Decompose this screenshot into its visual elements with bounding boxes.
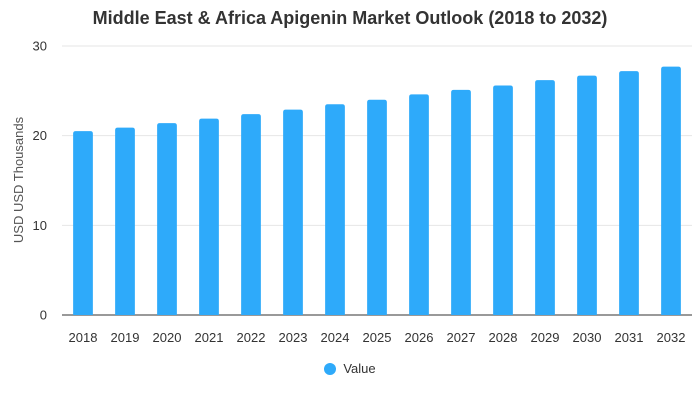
bar-2032: [661, 66, 681, 315]
x-tick-label: 2021: [195, 330, 224, 345]
bar-2028: [493, 85, 513, 315]
x-tick-label: 2025: [363, 330, 392, 345]
x-tick-label: 2024: [321, 330, 350, 345]
bar-2030: [577, 75, 597, 315]
bar-2026: [409, 94, 429, 315]
x-tick-label: 2020: [153, 330, 182, 345]
bar-2031: [619, 71, 639, 316]
legend-label: Value: [343, 361, 376, 376]
bar-2021: [199, 118, 219, 315]
bar-2024: [325, 104, 345, 316]
bar-series: [73, 66, 681, 316]
x-tick-label: 2023: [279, 330, 308, 345]
bar-2019: [115, 127, 135, 315]
x-tick-label: 2018: [69, 330, 98, 345]
bar-2020: [157, 123, 177, 315]
y-axis-ticks: 0 10 20 30: [33, 39, 47, 323]
x-tick-label: 2031: [615, 330, 644, 345]
y-tick-label: 0: [40, 308, 47, 323]
x-tick-label: 2029: [531, 330, 560, 345]
y-tick-label: 20: [33, 128, 47, 143]
bar-2023: [283, 109, 303, 315]
y-axis-title: USD USD Thousands: [11, 116, 26, 243]
bar-2025: [367, 99, 387, 315]
bar-2022: [241, 114, 261, 315]
chart-title: Middle East & Africa Apigenin Market Out…: [92, 8, 608, 28]
bar-2018: [73, 131, 93, 315]
x-tick-label: 2028: [489, 330, 518, 345]
x-tick-label: 2030: [573, 330, 602, 345]
x-tick-label: 2027: [447, 330, 476, 345]
bar-2027: [451, 89, 471, 315]
y-tick-label: 10: [33, 218, 47, 233]
y-tick-label: 30: [33, 39, 47, 54]
x-axis-ticks: 2018 2019 2020 2021 2022 2023 2024 2025 2026 2027…: [69, 330, 686, 345]
legend-marker-icon: [324, 362, 337, 375]
x-tick-label: 2022: [237, 330, 266, 345]
x-tick-label: 2026: [405, 330, 434, 345]
bar-2029: [535, 80, 555, 315]
legend: Value: [0, 361, 700, 376]
x-tick-label: 2019: [111, 330, 140, 345]
x-tick-label: 2032: [657, 330, 686, 345]
